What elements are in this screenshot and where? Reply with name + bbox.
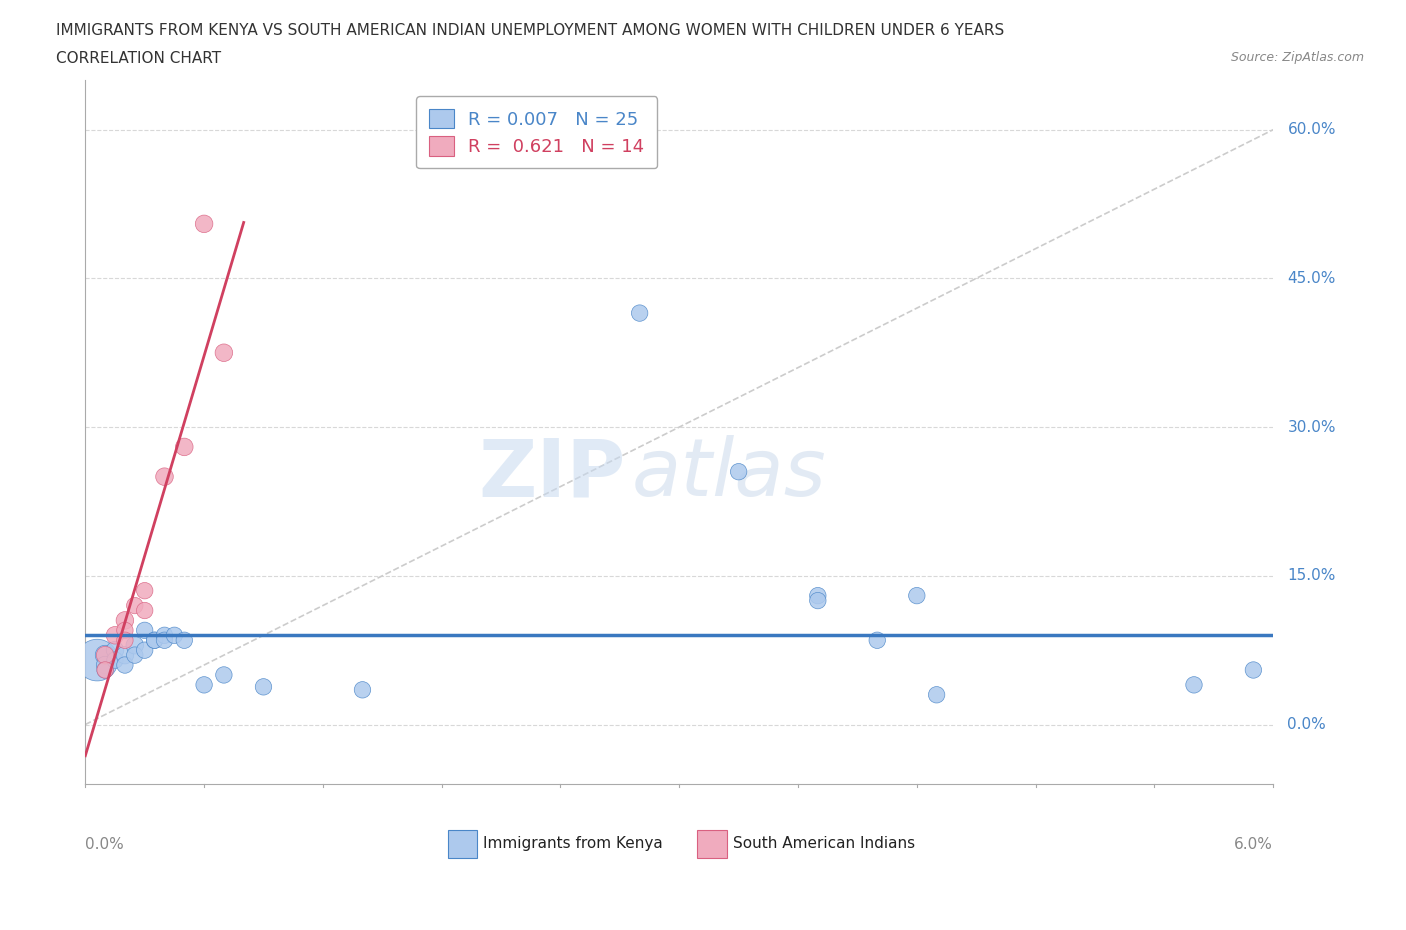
Text: 0.0%: 0.0% [1288, 717, 1326, 732]
Point [727, 464, 749, 479]
Point [114, 632, 136, 647]
Point [124, 638, 146, 653]
Point [134, 643, 156, 658]
Point [94, 647, 117, 662]
Point [124, 647, 146, 662]
Text: South American Indians: South American Indians [733, 836, 915, 851]
Point [94, 658, 117, 672]
Text: atlas: atlas [631, 435, 827, 513]
Text: Immigrants from Kenya: Immigrants from Kenya [484, 836, 664, 851]
Point [143, 632, 166, 647]
Point [134, 623, 156, 638]
Point [866, 632, 889, 647]
Text: 60.0%: 60.0% [1288, 122, 1336, 137]
Point [104, 653, 127, 668]
Point [104, 643, 127, 658]
Text: IMMIGRANTS FROM KENYA VS SOUTH AMERICAN INDIAN UNEMPLOYMENT AMONG WOMEN WITH CHI: IMMIGRANTS FROM KENYA VS SOUTH AMERICAN … [56, 23, 1004, 38]
Point [252, 680, 274, 695]
Point [212, 668, 235, 683]
Point [193, 677, 215, 692]
Text: ZIP: ZIP [478, 435, 626, 513]
Point [925, 687, 948, 702]
Point [124, 598, 146, 613]
Point [94, 647, 117, 662]
Point [1241, 662, 1264, 677]
FancyBboxPatch shape [697, 830, 727, 857]
Point [173, 632, 195, 647]
Point [628, 306, 651, 321]
Text: CORRELATION CHART: CORRELATION CHART [56, 51, 221, 66]
Point [905, 588, 928, 603]
Point [153, 470, 176, 485]
Point [114, 623, 136, 638]
Point [153, 632, 176, 647]
Point [134, 603, 156, 618]
Point [212, 345, 235, 360]
Point [143, 632, 166, 647]
Point [807, 593, 830, 608]
Text: 45.0%: 45.0% [1288, 271, 1336, 286]
Text: 0.0%: 0.0% [86, 837, 124, 852]
Text: Source: ZipAtlas.com: Source: ZipAtlas.com [1230, 51, 1364, 64]
Point [153, 628, 176, 643]
Point [807, 588, 830, 603]
Point [1182, 677, 1205, 692]
Text: 6.0%: 6.0% [1234, 837, 1274, 852]
Point [86, 653, 108, 668]
Point [193, 217, 215, 232]
Point [94, 662, 117, 677]
Point [104, 628, 127, 643]
Point [173, 440, 195, 455]
Point [114, 658, 136, 672]
FancyBboxPatch shape [447, 830, 477, 857]
Text: 15.0%: 15.0% [1288, 568, 1336, 583]
Point [114, 613, 136, 628]
Point [163, 628, 186, 643]
Text: 30.0%: 30.0% [1288, 419, 1336, 434]
Point [134, 583, 156, 598]
Point [114, 647, 136, 662]
Point [352, 683, 374, 698]
Legend: R = 0.007   N = 25, R =  0.621   N = 14: R = 0.007 N = 25, R = 0.621 N = 14 [416, 96, 657, 168]
Point [94, 662, 117, 677]
